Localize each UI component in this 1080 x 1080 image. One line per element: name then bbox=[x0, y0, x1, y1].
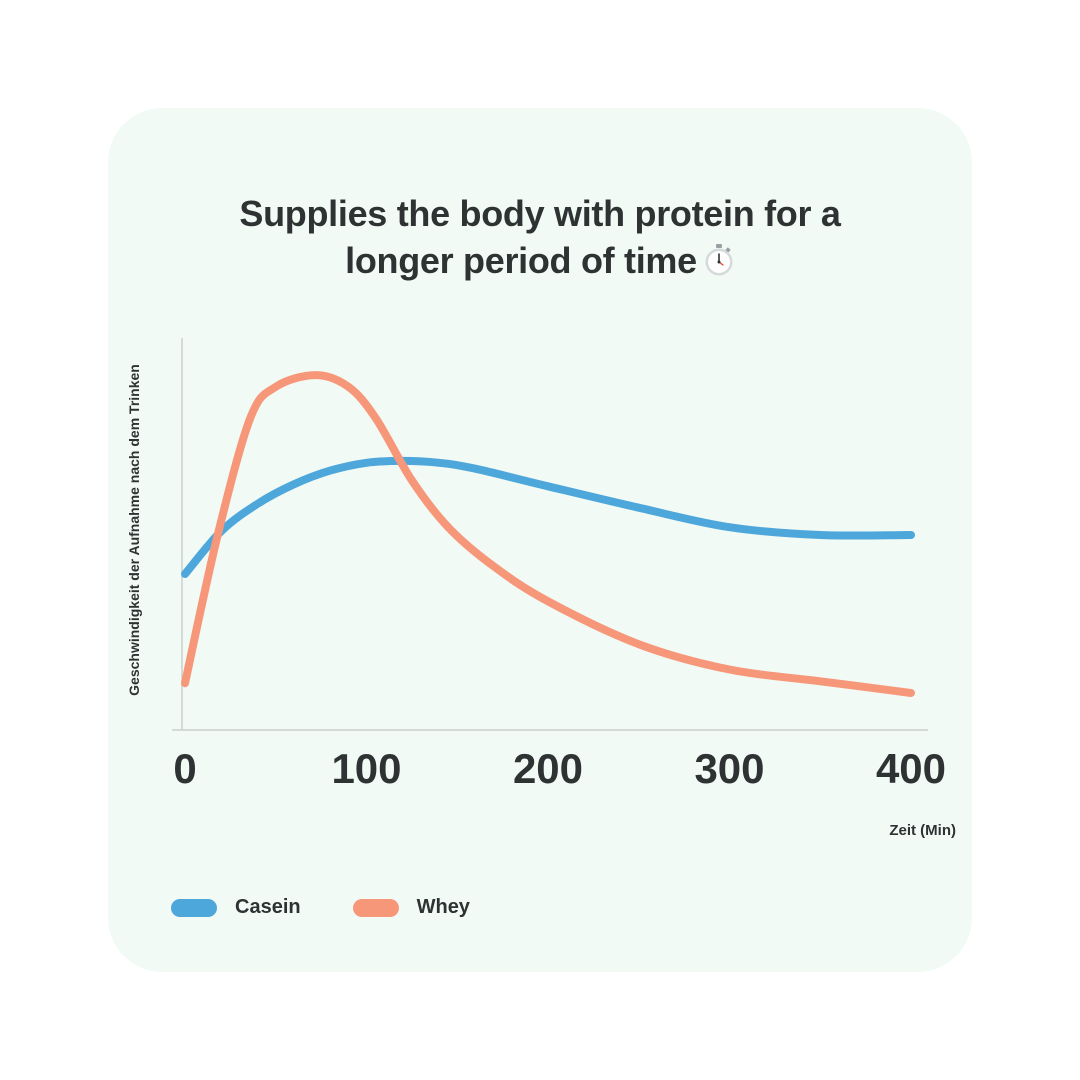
x-axis-ticks: 0 100 200 300 400 bbox=[173, 745, 946, 792]
legend-item-casein: Casein bbox=[171, 896, 301, 919]
series-line-casein bbox=[181, 456, 915, 578]
x-tick-label: 0 bbox=[173, 745, 196, 792]
x-axis-label: Zeit (Min) bbox=[889, 822, 956, 839]
legend-swatch-whey bbox=[352, 898, 399, 917]
legend-item-whey: Whey bbox=[352, 896, 470, 919]
chart-title-line-1: Supplies the body with protein for a bbox=[239, 193, 841, 234]
series-lines bbox=[181, 371, 915, 697]
legend-label-whey: Whey bbox=[416, 896, 470, 918]
chart-title-line-2-text: longer period of time bbox=[345, 240, 697, 281]
legend-swatch-casein bbox=[171, 898, 217, 917]
chart-title-line-2: longer period of time bbox=[108, 237, 972, 284]
x-tick-label: 300 bbox=[694, 745, 764, 792]
series-line-whey bbox=[181, 371, 915, 697]
stopwatch-icon bbox=[705, 244, 733, 276]
legend-label-casein: Casein bbox=[235, 896, 301, 918]
legend: Casein Whey bbox=[171, 896, 522, 919]
x-tick-label: 100 bbox=[331, 745, 401, 792]
x-tick-label: 200 bbox=[513, 745, 583, 792]
x-tick-label: 400 bbox=[876, 745, 946, 792]
chart-title: Supplies the body with protein for a lon… bbox=[108, 190, 972, 284]
chart-card bbox=[108, 108, 972, 972]
